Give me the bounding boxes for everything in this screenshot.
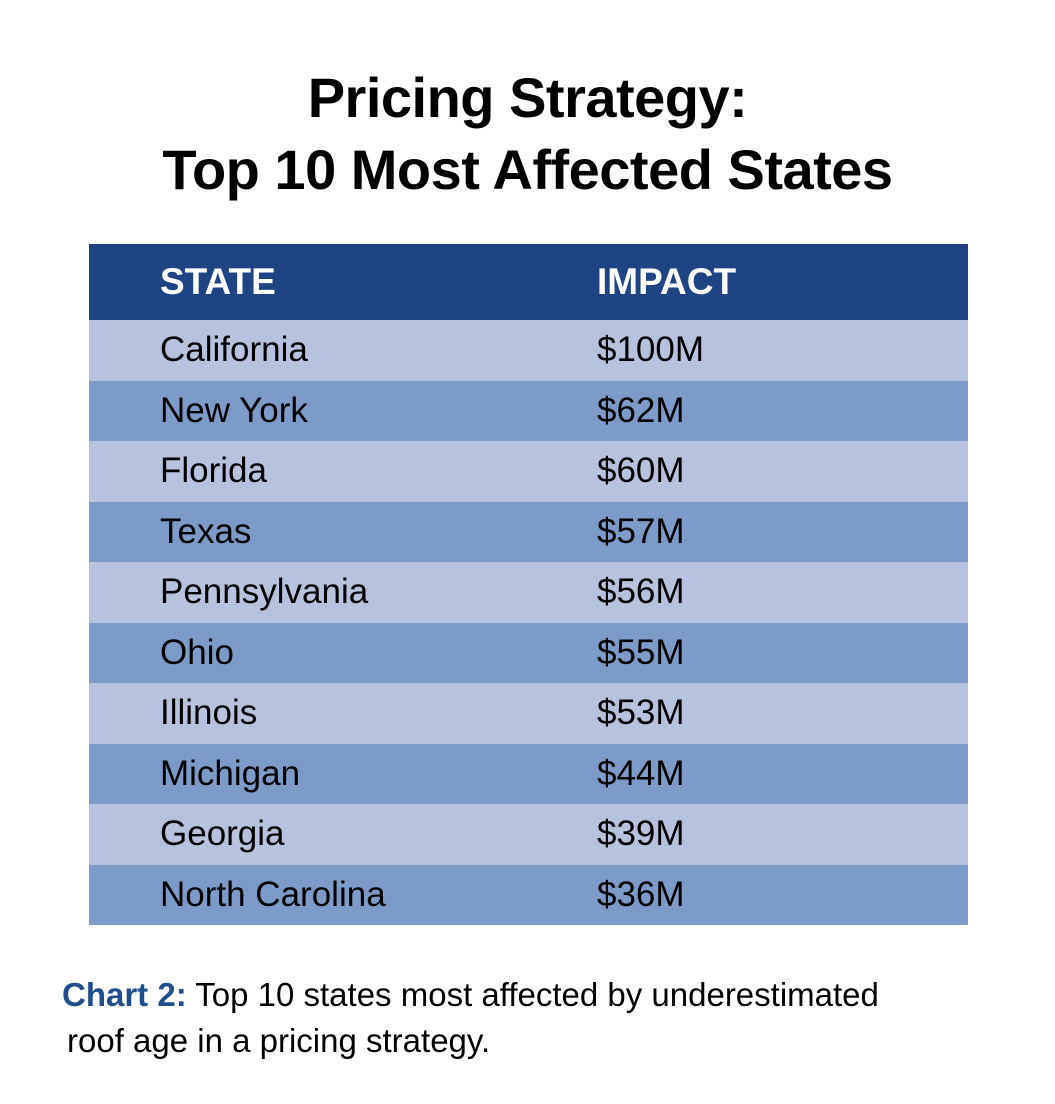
cell-impact: $36M <box>597 874 685 914</box>
cell-impact: $39M <box>597 814 685 854</box>
chart-title-line2: Top 10 Most Affected States <box>162 138 893 201</box>
cell-state: North Carolina <box>160 874 386 914</box>
table-row: Illinois $53M <box>89 683 968 744</box>
table-row: Florida $60M <box>89 441 968 502</box>
table-row: Ohio $55M <box>89 622 968 683</box>
impact-table: STATE IMPACT California $100M New York $62M… <box>89 244 968 925</box>
cell-state: Georgia <box>160 814 285 854</box>
table-header: STATE IMPACT <box>89 244 968 320</box>
cell-state: California <box>160 330 308 370</box>
caption-label: Chart 2: <box>62 976 187 1013</box>
cell-state: Pennsylvania <box>160 572 369 612</box>
table-row: Michigan $44M <box>89 743 968 804</box>
table-body: California $100M New York $62M Florida $60M Te… <box>89 320 968 925</box>
cell-impact: $44M <box>597 753 685 793</box>
cell-state: Texas <box>160 511 252 551</box>
table-row: California $100M <box>89 320 968 381</box>
caption-text-line1: Top 10 states most affected by underesti… <box>186 976 879 1013</box>
cell-impact: $57M <box>597 511 685 551</box>
table-row: Pennsylvania $56M <box>89 562 968 623</box>
cell-state: Illinois <box>160 693 258 733</box>
cell-impact: $55M <box>597 632 685 672</box>
table-row: New York $62M <box>89 380 968 441</box>
caption-text-line2: roof age in a pricing strategy. <box>67 1022 491 1059</box>
column-header-impact: IMPACT <box>597 261 737 302</box>
chart-title-line1: Pricing Strategy: <box>307 66 748 129</box>
cell-impact: $100M <box>597 330 705 370</box>
chart-title: Pricing Strategy: Top 10 Most Affected S… <box>0 62 1055 206</box>
table-row: Georgia $39M <box>89 804 968 865</box>
cell-state: Michigan <box>160 753 301 793</box>
cell-state: New York <box>160 390 308 430</box>
cell-state: Ohio <box>160 632 234 672</box>
cell-impact: $60M <box>597 451 685 491</box>
cell-impact: $56M <box>597 572 685 612</box>
cell-impact: $53M <box>597 693 685 733</box>
table-row: Texas $57M <box>89 501 968 562</box>
table-row: North Carolina $36M <box>89 864 968 925</box>
cell-impact: $62M <box>597 390 685 430</box>
figure-caption: Chart 2: Top 10 states most affected by … <box>62 972 1022 1064</box>
column-header-state: STATE <box>160 261 276 302</box>
cell-state: Florida <box>160 451 267 491</box>
